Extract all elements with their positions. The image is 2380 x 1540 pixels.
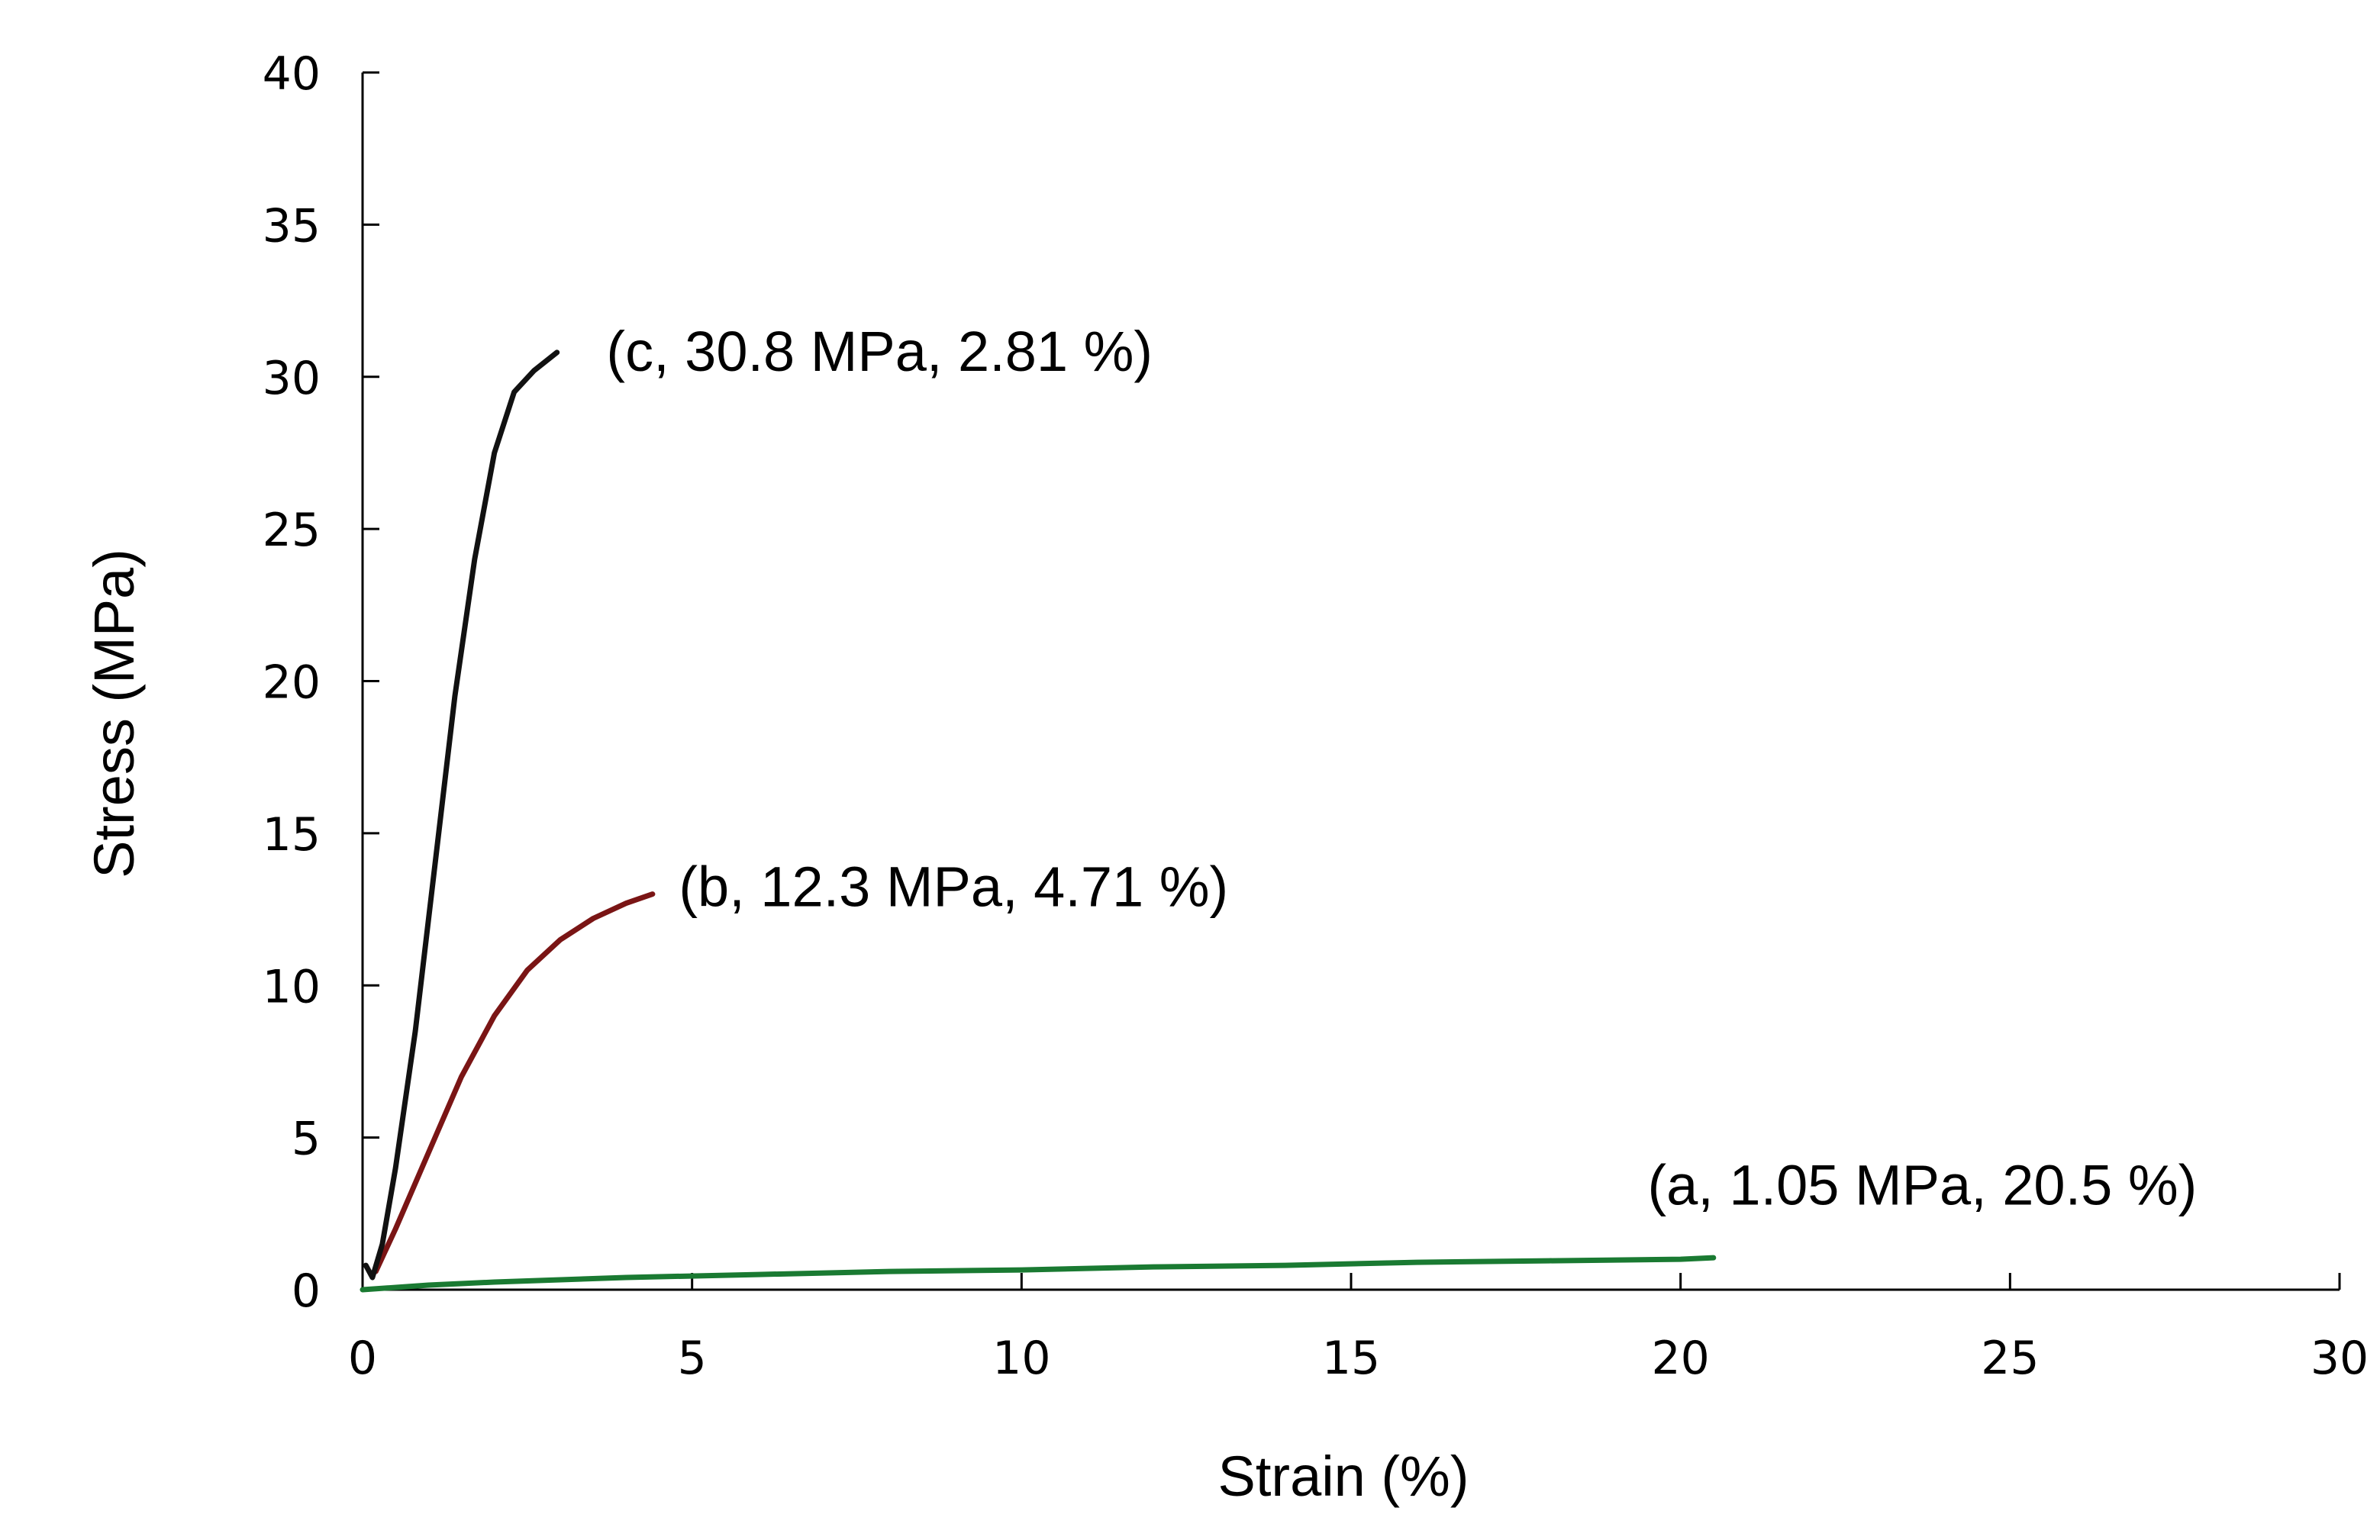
x-tick-label: 10	[992, 1332, 1050, 1385]
y-axis-title: Stress (MPa)	[82, 549, 146, 878]
series-line-1	[372, 891, 656, 1274]
y-tick-label: 25	[263, 504, 321, 557]
y-tick-label: 35	[263, 199, 321, 253]
series-line-0	[360, 1255, 1717, 1293]
x-tick-label: 30	[2311, 1332, 2369, 1385]
y-tick-label: 30	[263, 352, 321, 405]
series-layer	[360, 350, 1717, 1293]
y-tick-label: 15	[263, 808, 321, 862]
annotation-label: (c, 30.8 MPa, 2.81 %)	[606, 320, 1153, 383]
x-tick-label: 20	[1651, 1332, 1709, 1385]
y-tick-label: 5	[292, 1113, 321, 1166]
y-tick-label: 20	[263, 656, 321, 710]
series-line-2	[363, 350, 560, 1281]
y-tick-label: 10	[263, 960, 321, 1013]
y-tick-label: 0	[292, 1265, 321, 1318]
x-axis-title: Strain (%)	[1218, 1445, 1469, 1508]
annotation-layer: (a, 1.05 MPa, 20.5 %) (b, 12.3 MPa, 4.71 …	[606, 320, 2197, 1217]
annotation-label: (b, 12.3 MPa, 4.71 %)	[679, 855, 1228, 919]
x-tick-label: 15	[1322, 1332, 1380, 1385]
x-tick-label: 25	[1981, 1332, 2039, 1385]
x-tick-label: 5	[678, 1332, 707, 1385]
axes: 0 5 10 15 20 25 30 0 5 10 15 20 25 30 35 40	[263, 47, 2369, 1385]
y-tick-label: 40	[263, 47, 321, 101]
annotation-label: (a, 1.05 MPa, 20.5 %)	[1648, 1153, 2198, 1216]
x-tick-label: 0	[348, 1332, 377, 1385]
